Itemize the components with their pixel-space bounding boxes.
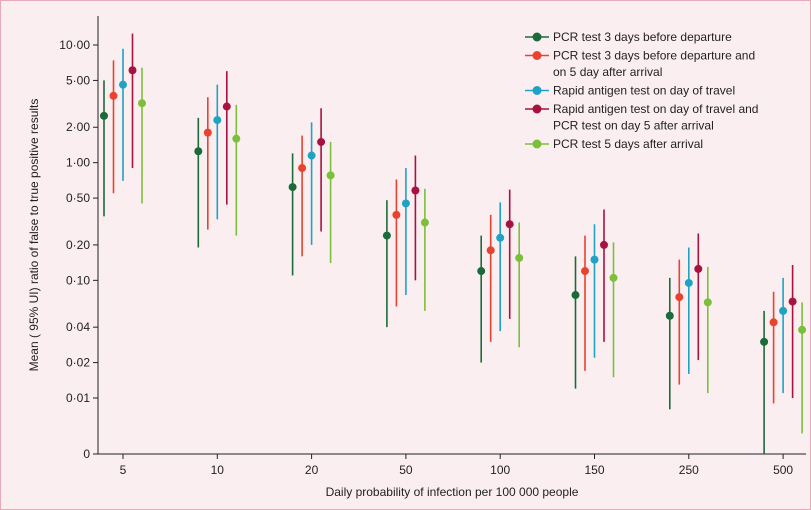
mean-point [298, 164, 307, 173]
y-axis-label: Mean ( 95% UI) ratio of false to true po… [27, 99, 41, 372]
x-tick-label: 250 [679, 463, 699, 477]
legend-label: PCR test on day 5 after arrival [553, 119, 714, 133]
mean-point [100, 111, 108, 120]
mean-point [590, 255, 599, 264]
y-tick-label: 5·00 [66, 73, 90, 87]
mean-point [401, 199, 410, 208]
x-tick-label: 150 [584, 463, 604, 477]
mean-point [392, 210, 401, 219]
y-tick-label: 10·00 [59, 38, 90, 52]
mean-point [222, 102, 231, 111]
mean-point [684, 278, 693, 287]
x-tick-label: 50 [399, 463, 413, 477]
mean-point [798, 325, 807, 334]
x-tick-label: 100 [490, 463, 510, 477]
mean-point [675, 293, 684, 302]
y-tick-label: 0·10 [66, 273, 90, 287]
legend-label: PCR test 3 days before departure and [553, 49, 755, 63]
y-tick-label: 0·20 [66, 238, 90, 252]
mean-point [486, 246, 495, 255]
mean-point [496, 233, 505, 242]
mean-point [609, 273, 618, 282]
mean-point [128, 66, 137, 75]
legend-marker [532, 32, 542, 42]
mean-point [477, 267, 486, 276]
legend-label: PCR test 3 days before departure [553, 30, 732, 44]
y-tick-label: 2·00 [66, 120, 90, 134]
legend-marker [532, 86, 542, 95]
x-tick-label: 20 [305, 463, 319, 477]
mean-point [665, 311, 674, 320]
mean-point [203, 128, 212, 137]
x-axis-label: Daily probability of infection per 100 0… [326, 485, 579, 499]
y-tick-label: 0·04 [66, 320, 90, 334]
mean-point [307, 151, 316, 160]
mean-point [779, 306, 788, 315]
mean-point [326, 171, 335, 180]
mean-point [703, 298, 712, 307]
legend-marker [532, 51, 542, 60]
y-ticks: 0 0·01 0·02 0·04 0·10 0·20 0·50 1·00 2·00 5·00 10·… [59, 38, 98, 461]
x-ticks: 5 10 20 50 100 150 250 500 [120, 454, 793, 477]
x-tick-label: 10 [211, 463, 225, 477]
y-tick-label: 0·02 [66, 356, 90, 370]
legend-marker [532, 104, 542, 114]
data-marks [100, 33, 807, 454]
y-tick-label: 0·01 [66, 391, 90, 405]
y-tick-label: 1·00 [66, 156, 90, 170]
legend-label: on 5 day after arrival [553, 65, 662, 79]
mean-point [694, 264, 703, 273]
mean-point [788, 297, 797, 306]
legend-label: PCR test 5 days after arrival [553, 137, 703, 151]
y-tick-label: 0·50 [66, 191, 90, 205]
legend-label: Rapid antigen test on day of travel and [553, 102, 758, 116]
x-tick-label: 5 [120, 463, 127, 477]
mean-point [109, 91, 118, 100]
mean-point [194, 147, 203, 156]
legend-label: Rapid antigen test on day of travel [553, 84, 735, 98]
mean-point [505, 220, 514, 229]
mean-point [515, 253, 524, 262]
mean-point [119, 80, 127, 89]
mean-point [600, 240, 608, 249]
mean-point [769, 318, 778, 327]
mean-point [581, 267, 589, 276]
mean-point [232, 134, 241, 143]
mean-point [382, 231, 391, 240]
mean-point [138, 99, 146, 108]
x-tick-label: 500 [773, 463, 793, 477]
legend: PCR test 3 days before departure PCR test… [525, 30, 758, 151]
legend-marker [532, 139, 542, 149]
mean-point [760, 337, 769, 346]
mean-point [213, 116, 222, 125]
mean-point [317, 137, 326, 146]
mean-point [288, 183, 297, 192]
mean-point [420, 218, 429, 227]
mean-point [411, 186, 420, 195]
mean-point [571, 291, 580, 300]
y-tick-label: 0 [83, 447, 90, 461]
